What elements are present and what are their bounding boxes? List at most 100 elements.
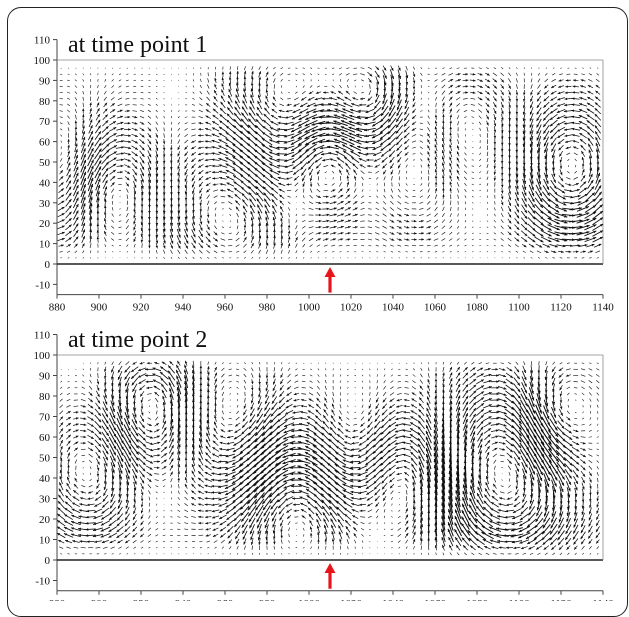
velocity-arrow xyxy=(428,195,430,198)
velocity-arrow xyxy=(68,258,69,259)
velocity-arrow xyxy=(67,98,70,100)
velocity-arrowhead xyxy=(178,235,180,238)
velocity-arrow xyxy=(545,257,547,258)
velocity-arrowhead xyxy=(156,217,159,220)
velocity-arrow xyxy=(465,220,466,222)
velocity-arrowhead xyxy=(126,403,129,406)
velocity-arrowhead xyxy=(156,223,159,226)
velocity-arrow xyxy=(82,250,84,253)
velocity-arrow xyxy=(479,116,482,119)
velocity-arrow xyxy=(472,129,473,130)
velocity-arrowhead xyxy=(212,177,215,179)
velocity-arrow xyxy=(428,116,430,119)
velocity-arrow xyxy=(156,116,158,119)
velocity-arrowhead xyxy=(170,180,173,183)
velocity-arrow xyxy=(428,121,430,125)
velocity-arrow xyxy=(228,202,232,205)
velocity-arrow xyxy=(443,200,444,205)
velocity-arrow xyxy=(229,208,232,210)
velocity-arrowhead xyxy=(198,153,201,155)
velocity-arrow xyxy=(360,215,364,216)
velocity-arrowhead xyxy=(163,167,166,170)
velocity-arrowhead xyxy=(589,150,591,153)
velocity-arrow xyxy=(435,85,437,87)
velocity-arrowhead xyxy=(508,149,511,152)
velocity-arrow xyxy=(516,251,518,252)
velocity-arrow xyxy=(140,104,143,105)
velocity-arrow xyxy=(465,251,466,252)
velocity-arrowhead xyxy=(355,214,358,216)
velocity-arrow xyxy=(428,92,429,93)
velocity-arrow xyxy=(178,504,180,506)
velocity-arrow xyxy=(317,189,320,192)
velocity-arrow xyxy=(214,251,217,253)
velocity-arrow xyxy=(296,196,297,197)
velocity-arrowhead xyxy=(128,147,131,149)
velocity-arrow xyxy=(185,257,186,259)
velocity-arrowhead xyxy=(333,126,336,129)
velocity-arrow xyxy=(164,257,165,259)
velocity-arrow xyxy=(75,91,77,93)
velocity-arrow xyxy=(384,176,386,180)
velocity-arrow xyxy=(508,78,510,82)
velocity-arrow xyxy=(450,251,452,252)
velocity-arrow xyxy=(457,109,460,112)
velocity-arrow xyxy=(266,67,268,70)
velocity-arrowhead xyxy=(269,152,272,154)
velocity-arrow xyxy=(221,245,225,246)
velocity-arrow xyxy=(75,472,76,476)
velocity-arrow xyxy=(236,238,240,241)
velocity-arrow xyxy=(105,73,106,75)
velocity-arrowhead xyxy=(508,168,511,171)
velocity-arrowhead xyxy=(586,219,589,222)
velocity-arrow xyxy=(126,238,129,241)
velocity-arrow xyxy=(427,201,430,204)
velocity-arrow xyxy=(566,177,570,179)
velocity-arrowhead xyxy=(266,83,268,86)
velocity-arrow xyxy=(295,92,297,94)
velocity-arrow xyxy=(464,159,466,162)
velocity-arrow xyxy=(456,97,460,100)
velocity-arrow xyxy=(148,98,150,99)
velocity-arrow xyxy=(303,202,305,204)
velocity-arrow xyxy=(90,374,91,377)
velocity-arrow xyxy=(421,104,423,105)
velocity-arrowhead xyxy=(127,422,130,425)
velocity-arrow xyxy=(164,133,165,137)
velocity-arrow xyxy=(243,244,246,248)
velocity-arrowhead xyxy=(523,157,526,160)
velocity-arrowhead xyxy=(141,499,143,502)
velocity-arrowhead xyxy=(333,195,336,197)
velocity-arrow xyxy=(118,98,122,100)
velocity-arrow xyxy=(296,257,297,258)
velocity-arrow xyxy=(480,128,481,131)
velocity-arrow xyxy=(376,208,379,210)
velocity-arrow xyxy=(479,178,481,179)
velocity-arrow xyxy=(280,73,283,75)
velocity-arrow xyxy=(60,553,62,554)
velocity-arrowhead xyxy=(501,143,504,146)
velocity-arrow xyxy=(487,221,488,222)
velocity-arrow xyxy=(420,190,422,192)
velocity-arrow xyxy=(134,244,135,247)
velocity-arrow xyxy=(244,257,246,258)
velocity-arrow xyxy=(119,361,122,364)
velocity-arrowhead xyxy=(516,168,519,171)
velocity-arrow xyxy=(391,189,392,193)
velocity-arrowhead xyxy=(156,199,159,202)
velocity-arrow xyxy=(148,104,151,105)
velocity-arrow xyxy=(184,503,187,505)
velocity-arrowhead xyxy=(326,195,329,197)
velocity-arrow xyxy=(178,257,179,259)
y-tick-label: 20 xyxy=(39,514,51,526)
velocity-arrow xyxy=(420,196,423,198)
velocity-arrow xyxy=(60,129,62,130)
velocity-arrowhead xyxy=(148,229,151,232)
velocity-arrow xyxy=(177,516,180,517)
velocity-arrow xyxy=(421,177,422,179)
velocity-arrow xyxy=(112,245,114,246)
velocity-arrow xyxy=(171,139,172,144)
velocity-arrow xyxy=(435,201,437,205)
velocity-arrow xyxy=(375,171,379,173)
velocity-arrow xyxy=(487,133,488,138)
